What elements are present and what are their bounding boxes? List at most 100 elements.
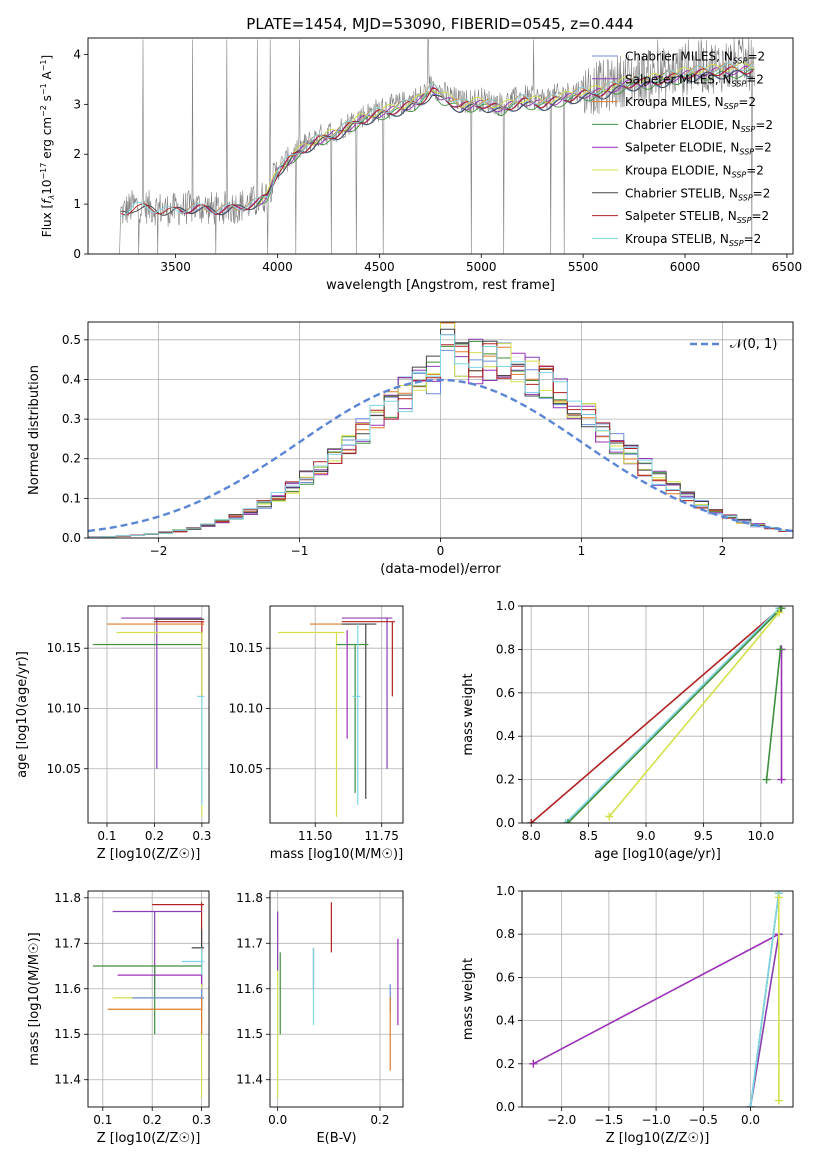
x-tick-label: 4000 bbox=[262, 260, 293, 274]
y-tick-label: 0.6 bbox=[496, 686, 515, 700]
plot-area-residuals bbox=[88, 322, 793, 538]
x-tick-label: 6000 bbox=[670, 260, 701, 274]
legend-entry: Chabrier STELIB, NSSP=2 bbox=[625, 186, 770, 202]
x-tick-label: 0.2 bbox=[370, 1113, 389, 1127]
x-axis-label: Z [log10(Z/Z☉)] bbox=[606, 1131, 710, 1146]
plot-area-age_vs_Z bbox=[88, 606, 209, 823]
panel-massweight_vs_age: 8.0 8.5 9.0 9.5 10.0 0.0 0.2 0.4 0.6 0.8 1.0 age [l… bbox=[461, 599, 794, 862]
mass-weight-line-salpeter_stelib bbox=[530, 607, 781, 823]
axes-frame bbox=[87, 890, 210, 1108]
mass-weight-line-kroupa_stelib bbox=[749, 893, 780, 1107]
x-tick-label: 0.1 bbox=[97, 829, 116, 843]
y-tick-label: 0 bbox=[73, 247, 81, 261]
y-tick-label: 11.8 bbox=[236, 891, 263, 905]
x-tick-label: 8.5 bbox=[579, 829, 598, 843]
x-tick-label: −0.5 bbox=[689, 1113, 718, 1127]
panel-mass_vs_ebv: 0.0 0.2 11.4 11.5 11.6 11.7 11.8 E(B-V) bbox=[236, 890, 404, 1146]
y-axis-label: mass [log10(M/M☉)] bbox=[27, 932, 42, 1065]
y-tick-label: 2 bbox=[73, 147, 81, 161]
y-tick-label: 11.7 bbox=[236, 936, 263, 950]
y-tick-label: 11.4 bbox=[236, 1073, 263, 1087]
y-tick-label: 0.2 bbox=[62, 452, 81, 466]
mass-weight-marker bbox=[775, 608, 784, 617]
y-axis-label: Flux [fλ10−17 erg cm−2 s−1 A−1] bbox=[39, 55, 56, 237]
y-tick-label: 10.10 bbox=[229, 701, 263, 715]
model-spectrum-kroupa_elodie bbox=[256, 62, 755, 207]
axes-frame bbox=[269, 890, 404, 1108]
mass-weight-marker bbox=[777, 606, 786, 613]
panel-residuals: −2 −1 0 1 2 0.0 0.1 0.2 0.3 0.4 0.5 (data-model)/er… bbox=[27, 321, 794, 577]
y-tick-label: 0.3 bbox=[62, 412, 81, 426]
x-tick-label: 3500 bbox=[160, 260, 191, 274]
mass-weight-line-kroupa_stelib bbox=[565, 607, 780, 823]
mass-weight-line-salpeter_elodie bbox=[532, 933, 780, 1065]
axes-frame bbox=[87, 321, 794, 539]
x-axis-label: (data-model)/error bbox=[380, 562, 501, 577]
x-tick-label: 0 bbox=[437, 544, 445, 558]
mass-weight-marker bbox=[561, 819, 570, 823]
y-tick-label: 11.5 bbox=[236, 1027, 263, 1041]
x-tick-label: 0.1 bbox=[93, 1113, 112, 1127]
x-tick-label: 5500 bbox=[568, 260, 599, 274]
y-tick-label: 0.2 bbox=[496, 1057, 515, 1071]
y-tick-label: 0.0 bbox=[62, 531, 81, 545]
axes-frame bbox=[521, 890, 794, 1108]
y-tick-label: 0.0 bbox=[496, 1100, 515, 1114]
panel-spectrum: 3500 4000 4500 5000 5500 6000 6500 0 1 2 3 4 wavelen… bbox=[39, 37, 802, 293]
axes-frame bbox=[87, 37, 794, 255]
y-tick-label: 0.2 bbox=[496, 773, 515, 787]
mass-weight-marker bbox=[563, 819, 572, 823]
y-tick-label: 0.4 bbox=[496, 729, 515, 743]
y-tick-label: 0.4 bbox=[62, 372, 81, 386]
mass-weight-marker bbox=[777, 775, 786, 784]
legend-entry: Kroupa MILES, NSSP=2 bbox=[625, 95, 756, 111]
legend-entry: Salpeter STELIB, NSSP=2 bbox=[625, 209, 769, 225]
y-tick-label: 1 bbox=[73, 197, 81, 211]
panel-mass_vs_Z: 0.1 0.2 0.3 11.4 11.5 11.6 11.7 11.8 Z [log10(Z/… bbox=[27, 890, 211, 1146]
x-tick-label: 6500 bbox=[772, 260, 803, 274]
y-tick-label: 0.4 bbox=[496, 1014, 515, 1028]
x-tick-label: 10.0 bbox=[747, 829, 774, 843]
x-tick-label: −1.0 bbox=[642, 1113, 671, 1127]
x-axis-label: Z [log10(Z/Z☉)] bbox=[97, 847, 201, 862]
x-axis-label: mass [log10(M/M☉)] bbox=[270, 847, 403, 862]
x-tick-label: 0.3 bbox=[192, 1113, 211, 1127]
x-tick-label: 9.5 bbox=[694, 829, 713, 843]
panel-age_vs_mass: 11.50 11.75 10.05 10.10 10.15 mass [log10(M/M… bbox=[229, 605, 404, 862]
plot-area-mass_vs_Z bbox=[88, 891, 209, 1107]
y-tick-label: 10.15 bbox=[229, 641, 263, 655]
normal-curve bbox=[88, 378, 793, 533]
mass-weight-marker bbox=[529, 1059, 538, 1068]
y-axis-label: mass weight bbox=[461, 673, 476, 755]
panel-age_vs_Z: 0.1 0.2 0.3 10.05 10.10 10.15 Z [log10(Z/Z☉)] a… bbox=[15, 605, 211, 862]
x-tick-label: 8.0 bbox=[522, 829, 541, 843]
legend-entry: Salpeter ELODIE, NSSP=2 bbox=[625, 141, 772, 157]
legend-entry: Kroupa STELIB, NSSP=2 bbox=[625, 232, 761, 248]
y-tick-label: 10.05 bbox=[229, 762, 263, 776]
y-tick-label: 0.5 bbox=[62, 333, 81, 347]
y-tick-label: 11.4 bbox=[54, 1073, 81, 1087]
plot-area-mass_vs_ebv bbox=[270, 891, 403, 1107]
x-axis-label: wavelength [Angstrom, rest frame] bbox=[326, 278, 555, 293]
y-tick-label: 10.10 bbox=[47, 701, 81, 715]
model-spectrum-chabrier_stelib bbox=[120, 69, 754, 216]
histogram-kroupa_stelib bbox=[88, 334, 793, 538]
mass-weight-marker bbox=[774, 1096, 783, 1105]
mass-weight-marker bbox=[776, 645, 785, 654]
axes-frame bbox=[269, 605, 404, 824]
axes-frame bbox=[87, 605, 210, 824]
y-tick-label: 11.8 bbox=[54, 891, 81, 905]
mass-weight-line-chabrier_elodie bbox=[567, 607, 783, 823]
x-tick-label: 2 bbox=[719, 544, 727, 558]
y-tick-label: 11.6 bbox=[236, 982, 263, 996]
y-tick-label: 1.0 bbox=[496, 599, 515, 613]
mass-weight-marker bbox=[746, 1103, 755, 1107]
x-tick-label: 9.0 bbox=[636, 829, 655, 843]
legend-entry: 𝒩(0, 1) bbox=[730, 337, 777, 352]
y-tick-label: 0.1 bbox=[62, 491, 81, 505]
y-tick-label: 1.0 bbox=[496, 884, 515, 898]
legend-entry: Chabrier ELODIE, NSSP=2 bbox=[625, 118, 773, 134]
y-tick-label: 3 bbox=[73, 97, 81, 111]
y-axis-label: age [log10(age/yr)] bbox=[15, 651, 30, 778]
observed-spectrum bbox=[119, 38, 755, 254]
